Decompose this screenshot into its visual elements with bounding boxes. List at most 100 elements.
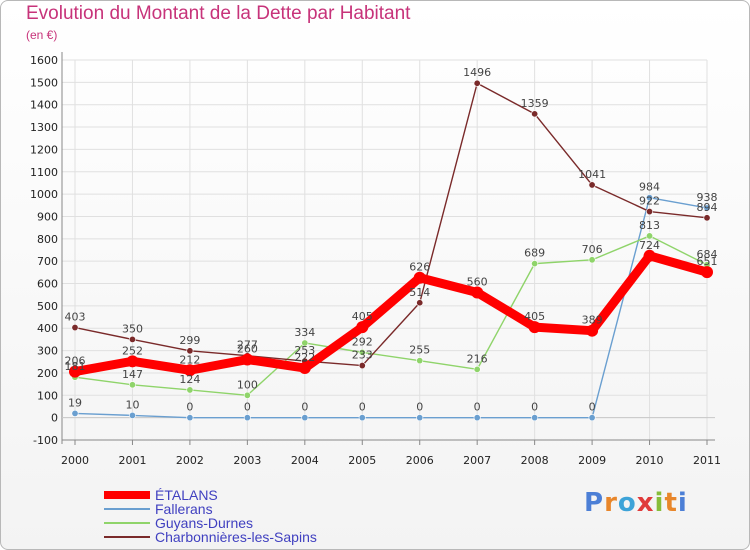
proxiti-logo: Proxiti	[584, 488, 688, 518]
data-point	[646, 208, 654, 216]
data-point	[586, 324, 599, 337]
y-tick-label: -100	[33, 434, 58, 447]
data-label: 689	[524, 247, 545, 260]
data-label: 100	[237, 378, 258, 391]
data-label: 922	[639, 195, 660, 208]
x-tick-label: 2006	[406, 454, 434, 467]
logo-letter: x	[636, 488, 655, 518]
data-label: 626	[409, 261, 430, 274]
data-label: 292	[352, 335, 373, 348]
data-point	[243, 414, 251, 422]
data-point	[643, 249, 656, 262]
data-labels-layer: 206 252 212 260 222 405 626 560 405 389 724 651 19 10…	[65, 66, 718, 413]
data-label: 1041	[578, 168, 606, 181]
data-label: 0	[531, 401, 538, 414]
data-label: 10	[125, 398, 139, 411]
data-point	[473, 79, 481, 87]
data-point	[128, 335, 136, 343]
x-tick-label: 2010	[636, 454, 664, 467]
chart-subtitle: (en €)	[26, 28, 58, 42]
data-point	[186, 347, 194, 355]
data-point	[301, 339, 309, 347]
data-point	[71, 409, 79, 417]
data-point	[128, 381, 136, 389]
y-tick-label: 900	[37, 210, 58, 223]
data-label: 0	[416, 401, 423, 414]
chart-title: Evolution du Montant de la Dette par Hab…	[26, 3, 411, 24]
data-label: 260	[237, 343, 258, 356]
x-tick-label: 2003	[233, 454, 261, 467]
data-label: 684	[697, 248, 718, 261]
logo-letter: i	[654, 488, 665, 518]
data-point	[358, 362, 366, 370]
series-layer	[69, 79, 713, 422]
y-tick-label: 0	[51, 412, 58, 425]
x-tick-label: 2002	[176, 454, 204, 467]
data-label: 124	[179, 373, 200, 386]
x-tick-label: 2007	[463, 454, 491, 467]
logo-letter: t	[664, 488, 678, 518]
data-point	[413, 271, 426, 284]
data-label: 255	[409, 344, 430, 357]
y-tick-label: 1500	[30, 76, 58, 89]
data-point	[71, 324, 79, 332]
y-tick-label: 600	[37, 278, 58, 291]
data-point	[128, 411, 136, 419]
legend-label: ÉTALANS	[155, 487, 218, 503]
data-point	[356, 321, 369, 334]
x-tick-label: 2001	[118, 454, 146, 467]
logo-letter: o	[617, 488, 637, 518]
data-label: 206	[65, 355, 86, 368]
data-point	[186, 414, 194, 422]
x-tick-label: 2011	[693, 454, 721, 467]
data-label: 1496	[463, 66, 491, 79]
data-point	[531, 414, 539, 422]
series-line-1	[74, 196, 708, 419]
data-point	[183, 364, 196, 377]
data-label: 706	[582, 243, 603, 256]
data-label: 277	[237, 339, 258, 352]
data-label: 0	[589, 401, 596, 414]
data-label: 813	[639, 219, 660, 232]
data-label: 350	[122, 322, 143, 335]
data-point	[588, 256, 596, 264]
data-label: 894	[697, 201, 718, 214]
data-label: 222	[294, 351, 315, 364]
series-line-0	[70, 251, 712, 377]
series-line-3	[74, 82, 708, 367]
data-point	[703, 204, 711, 212]
data-point	[473, 365, 481, 373]
y-tick-label: 500	[37, 300, 58, 313]
legend-label: Fallerans	[155, 501, 213, 517]
x-tick-label: 2005	[348, 454, 376, 467]
y-tick-label: 1200	[30, 143, 58, 156]
data-point	[298, 362, 311, 375]
data-label: 334	[294, 326, 315, 339]
legend: ÉTALANSFalleransGuyans-DurnesCharbonnièr…	[104, 487, 317, 545]
data-point	[416, 414, 424, 422]
data-point	[416, 357, 424, 365]
data-label: 514	[409, 286, 430, 299]
data-point	[241, 353, 254, 366]
data-point	[126, 355, 139, 368]
data-label: 252	[122, 344, 143, 357]
data-point	[243, 391, 251, 399]
y-tick-label: 1600	[30, 54, 58, 67]
x-tick-label: 2004	[291, 454, 319, 467]
data-label: 0	[474, 401, 481, 414]
data-label: 984	[639, 181, 660, 194]
y-tick-label: 1100	[30, 166, 58, 179]
y-tick-label: 1000	[30, 188, 58, 201]
data-point	[531, 110, 539, 118]
data-label: 0	[301, 401, 308, 414]
data-label: 212	[179, 353, 200, 366]
data-label: 389	[582, 314, 603, 327]
y-tick-label: 1300	[30, 121, 58, 134]
x-tick-label: 2000	[61, 454, 89, 467]
data-point	[646, 232, 654, 240]
logo-letter: P	[584, 488, 605, 518]
y-tick-label: 200	[37, 367, 58, 380]
data-label: 405	[524, 310, 545, 323]
